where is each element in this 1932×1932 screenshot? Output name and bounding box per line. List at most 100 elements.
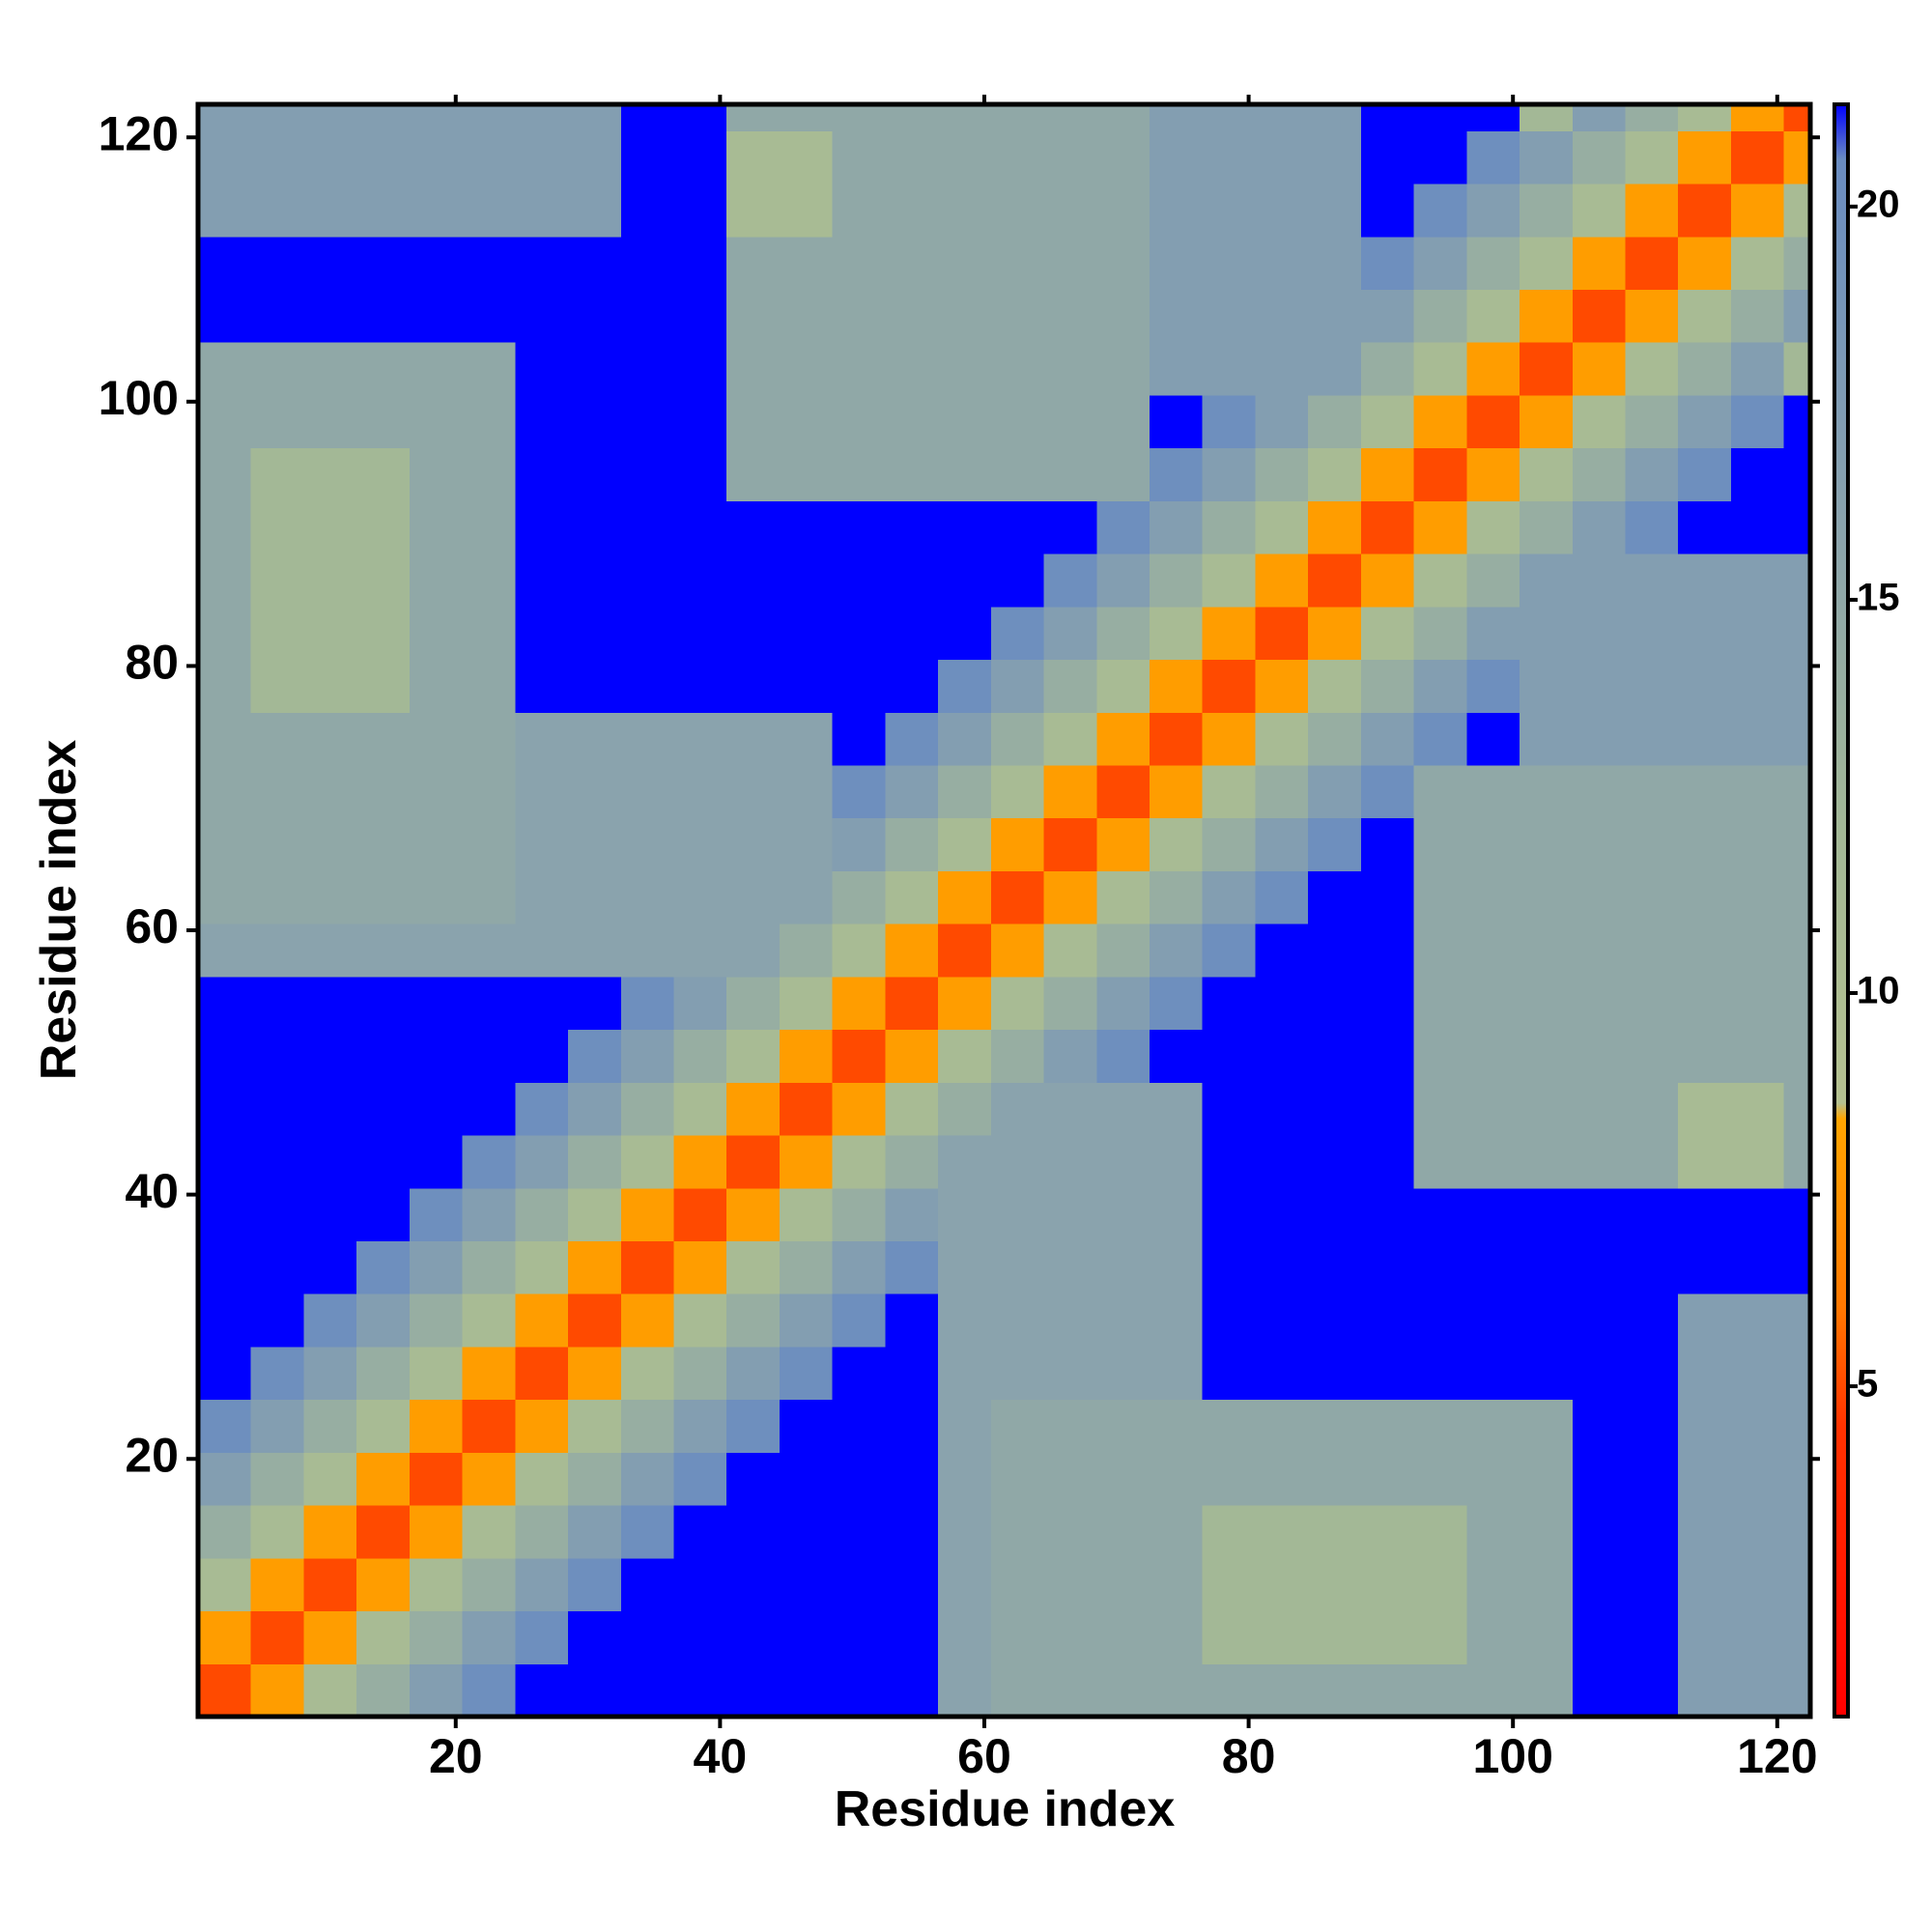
heatmap-cell [409, 1240, 464, 1294]
heatmap-cell [1149, 712, 1204, 766]
heatmap-cell [356, 289, 411, 343]
heatmap-cell [1255, 817, 1309, 871]
heatmap-cell [1625, 1240, 1679, 1294]
heatmap-cell [1149, 1452, 1204, 1506]
heatmap-cell [1043, 1399, 1097, 1453]
heatmap-cell [568, 1240, 622, 1294]
heatmap-cell [779, 1029, 834, 1083]
heatmap-cell [515, 1610, 569, 1664]
heatmap-cell [885, 500, 939, 554]
heatmap-cell [1255, 1505, 1309, 1559]
heatmap-cell [568, 659, 622, 713]
heatmap-cell [1520, 1187, 1574, 1242]
heatmap-cell [409, 236, 464, 291]
heatmap-cell [1625, 712, 1679, 766]
heatmap-cell [1043, 1346, 1097, 1401]
heatmap-cell [303, 1505, 357, 1559]
heatmap-cell [1413, 1557, 1467, 1612]
heatmap-cell [779, 1293, 834, 1348]
heatmap-cell [1572, 236, 1626, 291]
heatmap-cell [1730, 236, 1785, 291]
heatmap-cell [673, 1240, 727, 1294]
heatmap-cell [462, 554, 516, 608]
heatmap-cell [1572, 1029, 1626, 1083]
heatmap-cell [1625, 765, 1679, 819]
heatmap-cell [198, 1082, 252, 1136]
heatmap-cell [885, 1135, 939, 1189]
heatmap-cell [1625, 236, 1679, 291]
heatmap-cell [409, 1663, 464, 1718]
heatmap-cell [1308, 447, 1362, 501]
heatmap-cell [303, 289, 357, 343]
heatmap-cell [1466, 236, 1520, 291]
heatmap-cell [1043, 1082, 1097, 1136]
heatmap-cell [1149, 1610, 1204, 1664]
heatmap-cell [938, 342, 992, 396]
heatmap-cell [1360, 1135, 1415, 1189]
heatmap-cell [885, 104, 939, 131]
heatmap-cell [303, 394, 357, 449]
heatmap-cell [726, 1452, 781, 1506]
heatmap-cell [779, 394, 834, 449]
heatmap-cell [356, 1505, 411, 1559]
heatmap-cell [1360, 1240, 1415, 1294]
heatmap-cell [726, 104, 781, 131]
heatmap-cell [250, 184, 304, 238]
heatmap-cell [1520, 1452, 1574, 1506]
heatmap-cell [1202, 1240, 1256, 1294]
heatmap-cell [1308, 1346, 1362, 1401]
heatmap-cell [1043, 289, 1097, 343]
heatmap-cell [568, 236, 622, 291]
heatmap-cell [832, 1029, 886, 1083]
heatmap-cell [515, 1346, 569, 1401]
heatmap-cell [1096, 1399, 1151, 1453]
heatmap-cell [198, 130, 252, 185]
heatmap-cell [1202, 1082, 1256, 1136]
heatmap-cell [1466, 500, 1520, 554]
heatmap-cell [779, 236, 834, 291]
heatmap-cell [673, 104, 727, 131]
heatmap-cell [1202, 1346, 1256, 1401]
heatmap-cell [938, 1240, 992, 1294]
heatmap-cell [832, 500, 886, 554]
heatmap-cell [462, 1557, 516, 1612]
heatmap-cell [885, 1346, 939, 1401]
heatmap-cell [779, 447, 834, 501]
heatmap-cell [1360, 1187, 1415, 1242]
heatmap-cell [250, 1293, 304, 1348]
heatmap-cell [1783, 870, 1811, 924]
heatmap-cell [1202, 765, 1256, 819]
heatmap-cell [303, 1240, 357, 1294]
heatmap-cell [198, 1557, 252, 1612]
heatmap-cell [832, 1082, 886, 1136]
heatmap-cell [1360, 184, 1415, 238]
heatmap-cell [990, 184, 1045, 238]
heatmap-cell [198, 500, 252, 554]
heatmap-cell [1255, 1082, 1309, 1136]
heatmap-cell [303, 1663, 357, 1718]
heatmap-cell [1255, 1293, 1309, 1348]
heatmap-cell [726, 659, 781, 713]
heatmap-cell [515, 1557, 569, 1612]
heatmap-cell [832, 130, 886, 185]
heatmap-cell [1413, 130, 1467, 185]
heatmap-cell [1149, 1346, 1204, 1401]
heatmap-cell [250, 236, 304, 291]
heatmap-cell [250, 1187, 304, 1242]
heatmap-cell [1043, 817, 1097, 871]
heatmap-cell [568, 289, 622, 343]
heatmap-cell [409, 500, 464, 554]
heatmap-cell [885, 184, 939, 238]
heatmap-cell [620, 342, 674, 396]
heatmap-cell [1308, 1082, 1362, 1136]
heatmap-cell [1308, 659, 1362, 713]
heatmap-cell [515, 500, 569, 554]
heatmap-cell [1730, 923, 1785, 978]
heatmap-cell [620, 606, 674, 661]
y-tick-label: 80 [125, 636, 179, 690]
heatmap-cell [1149, 289, 1204, 343]
heatmap-cell [885, 923, 939, 978]
heatmap-cell [832, 1557, 886, 1612]
heatmap-cell [1413, 712, 1467, 766]
